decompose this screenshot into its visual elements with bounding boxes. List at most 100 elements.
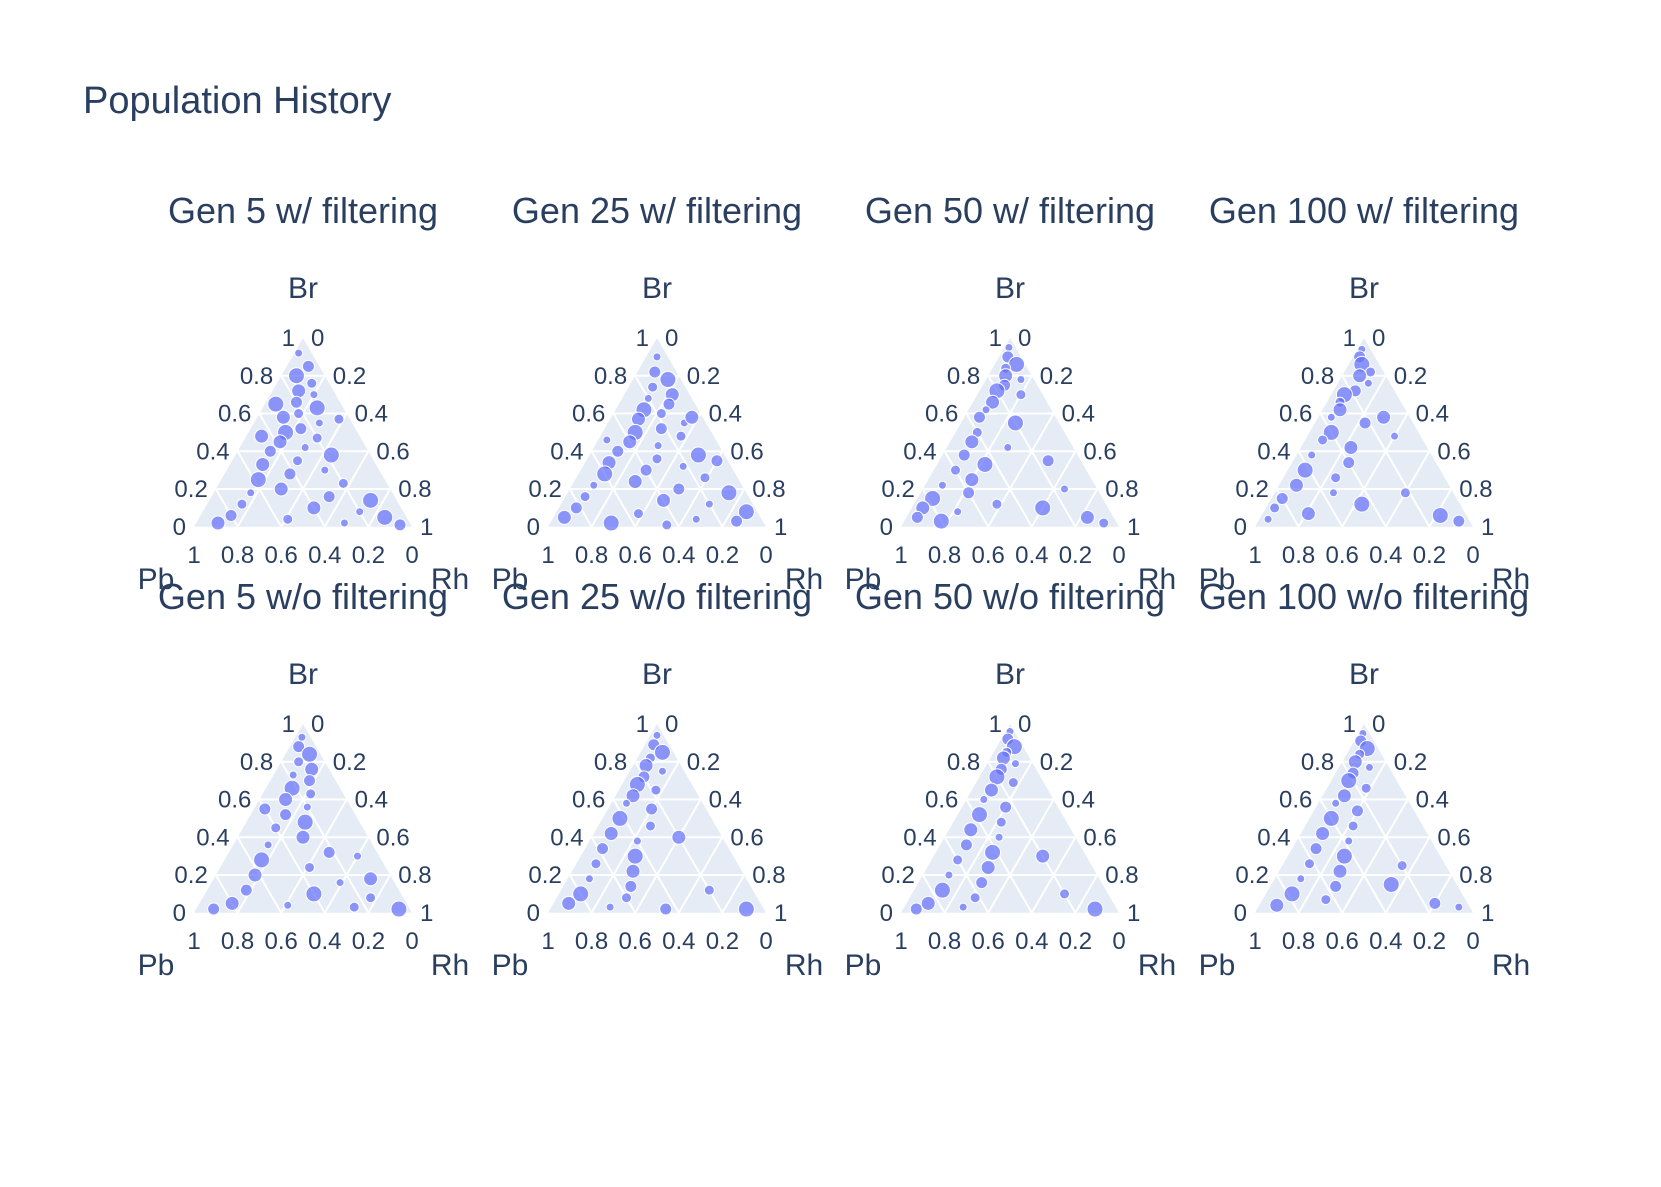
data-point [678,461,688,471]
data-point [249,471,267,489]
data-point [1034,499,1052,517]
data-point [980,859,996,875]
tick-label-br: 0 [1234,514,1247,541]
data-point [596,842,609,856]
data-point [1015,389,1027,401]
ternary-background [548,724,766,913]
data-point [272,434,288,450]
tick-label-br: 0 [173,514,186,541]
tick-label-br: 1 [989,325,1002,352]
data-point [278,792,294,808]
tick-label-rh: 0.2 [1040,363,1073,390]
data-point [1269,897,1285,913]
gridline-rh [1341,799,1409,914]
data-point [1399,487,1411,499]
data-point [1347,754,1363,770]
tick-label-rh: 1 [774,900,787,927]
axis-title-rh: Rh [1492,949,1530,982]
data-point [1390,431,1400,441]
data-point [970,806,988,824]
data-point [650,784,662,796]
data-point [376,508,394,526]
data-point [1364,762,1374,772]
data-point [596,465,614,483]
tick-label-pb: 0.8 [221,542,254,569]
data-point [239,883,253,897]
tick-label-br: 0.8 [1301,749,1334,776]
data-point [1296,461,1314,479]
data-point [957,448,971,462]
tick-label-pb: 0.6 [265,542,298,569]
data-point [1326,412,1336,422]
data-point [1010,759,1020,769]
data-point [654,422,668,436]
data-point [1086,900,1104,918]
tick-label-pb: 0 [405,928,418,955]
data-point [720,484,738,502]
data-point [1360,782,1372,794]
tick-label-br: 0 [527,514,540,541]
gridline-pb [1297,836,1344,914]
tick-label-br: 0 [1234,900,1247,927]
data-point [611,809,629,827]
tick-label-pb: 0.2 [706,542,739,569]
data-point [292,740,306,754]
data-point [952,854,964,866]
tick-label-pb: 1 [541,928,554,955]
data-point [620,892,632,904]
data-point [254,428,270,444]
data-point [253,851,271,869]
axis-title-pb: Pb [138,563,175,596]
data-point [224,895,240,911]
data-point [639,463,653,477]
data-point [300,443,310,453]
data-point [1358,416,1372,430]
tick-label-br: 0.6 [572,787,605,814]
tick-label-br: 0 [880,514,893,541]
gridline-rh [1074,874,1099,914]
data-point [589,480,599,490]
data-point [305,788,317,800]
data-point [1347,820,1359,832]
data-point [393,518,407,532]
data-point [207,902,221,916]
subplot-title: Gen 50 w/o filtering [855,576,1165,617]
tick-label-br: 0.2 [174,476,207,503]
tick-label-br: 0.8 [594,363,627,390]
gridline-rh [367,488,392,528]
data-point [937,480,947,490]
data-point [737,900,755,918]
data-point [362,491,380,509]
gridline-rh [1384,836,1431,914]
data-point [625,863,641,879]
data-point [638,758,654,774]
gridline-rh [323,836,370,914]
data-point [979,795,989,805]
gridline-rh [1030,836,1077,914]
data-point [293,408,305,420]
axis-title-br: Br [995,272,1025,305]
data-point [1296,874,1306,884]
tick-label-pb: 0.6 [619,928,652,955]
tick-label-br: 0.6 [925,401,958,428]
data-point [1376,409,1392,425]
axis-title-rh: Rh [1492,563,1530,596]
data-point [653,743,671,761]
axis-title-br: Br [642,658,672,691]
tick-label-pb: 1 [894,542,907,569]
data-point [353,851,362,861]
tick-label-br: 0.2 [528,862,561,889]
data-point [1269,502,1281,514]
tick-label-rh: 1 [1127,514,1140,541]
data-point [1322,809,1340,827]
gridline-rh [367,874,392,914]
axis-title-pb: Pb [1199,563,1236,596]
axis-title-rh: Rh [1138,949,1176,982]
data-point [1275,491,1289,505]
data-point [1300,506,1316,522]
gridline-rh [634,799,702,914]
data-point [730,514,744,528]
tick-label-pb: 1 [541,542,554,569]
tick-label-pb: 0.2 [1059,542,1092,569]
data-point [1452,514,1466,528]
